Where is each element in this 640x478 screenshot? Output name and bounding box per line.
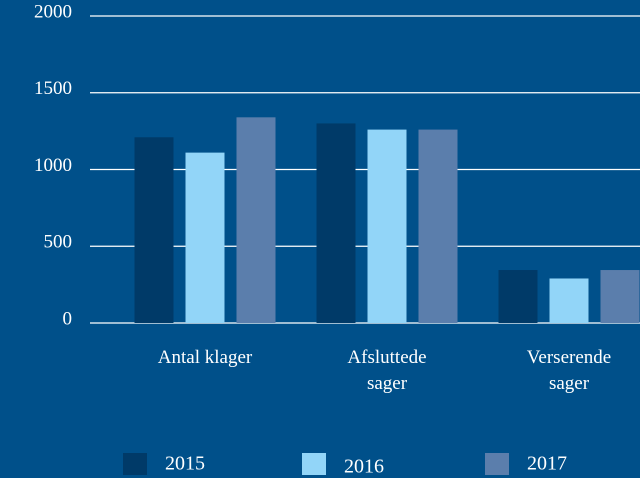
bar — [185, 152, 225, 323]
y-tick-label: 1000 — [34, 155, 72, 176]
bar — [134, 137, 174, 323]
bar — [236, 117, 276, 323]
legend-swatch — [485, 453, 509, 475]
x-tick-label: Antal klager — [157, 347, 253, 368]
x-tick-label: Afsluttede sager — [347, 347, 427, 394]
legend-swatch — [302, 453, 326, 475]
bar — [367, 129, 407, 323]
legend-swatch — [123, 453, 147, 475]
bar — [600, 270, 640, 323]
legend-label: 2016 — [344, 456, 384, 478]
y-tick-label: 500 — [44, 232, 73, 253]
y-tick-label: 1500 — [34, 78, 72, 99]
legend-label: 2017 — [527, 453, 567, 475]
bar — [549, 278, 589, 323]
bar — [498, 270, 538, 323]
legend-label: 2015 — [165, 453, 205, 475]
y-tick-label: 0 — [63, 308, 73, 329]
bar — [418, 129, 458, 323]
y-tick-label: 2000 — [34, 1, 72, 22]
x-tick-label: Verserende sager — [526, 347, 612, 394]
bar — [316, 123, 356, 323]
